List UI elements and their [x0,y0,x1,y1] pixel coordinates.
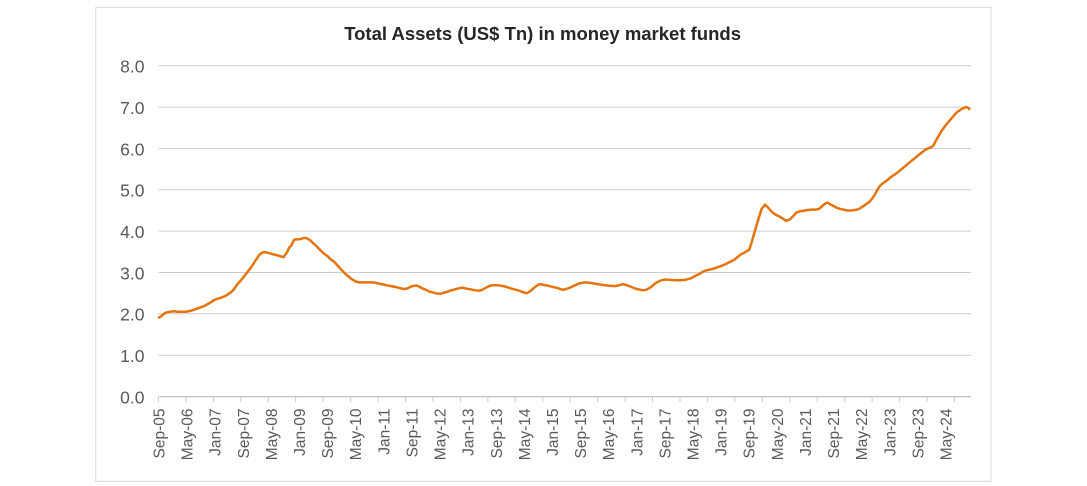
svg-text:May-12: May-12 [433,409,450,461]
svg-text:May-06: May-06 [180,409,197,461]
svg-text:Sep-09: Sep-09 [320,409,337,459]
svg-text:Jan-13: Jan-13 [461,409,478,456]
svg-text:Sep-23: Sep-23 [910,409,927,459]
svg-text:Jan-09: Jan-09 [292,409,309,456]
svg-text:May-24: May-24 [939,408,956,460]
svg-text:Sep-15: Sep-15 [573,409,590,459]
svg-text:May-10: May-10 [348,408,365,460]
svg-text:0.0: 0.0 [120,387,145,407]
svg-text:Sep-11: Sep-11 [405,409,422,458]
svg-text:Jan-11: Jan-11 [376,409,393,455]
svg-text:May-20: May-20 [770,408,787,460]
svg-text:Sep-21: Sep-21 [826,409,843,459]
svg-text:Jan-15: Jan-15 [545,409,562,456]
svg-text:4.0: 4.0 [120,222,145,242]
svg-text:Sep-19: Sep-19 [742,409,759,459]
svg-text:Sep-13: Sep-13 [489,409,506,459]
svg-text:Jan-17: Jan-17 [629,409,646,456]
svg-text:Jan-07: Jan-07 [208,409,225,456]
svg-text:Sep-07: Sep-07 [236,409,253,459]
svg-text:Sep-05: Sep-05 [152,409,169,459]
svg-text:6.0: 6.0 [120,139,145,159]
svg-text:3.0: 3.0 [120,263,145,283]
svg-text:May-08: May-08 [264,409,281,461]
svg-text:2.0: 2.0 [120,305,145,325]
svg-text:5.0: 5.0 [120,181,145,201]
svg-text:Jan-21: Jan-21 [798,409,815,456]
svg-text:May-18: May-18 [686,409,703,461]
svg-text:May-22: May-22 [854,409,871,461]
svg-text:1.0: 1.0 [120,346,145,366]
svg-text:Sep-17: Sep-17 [657,409,674,459]
svg-text:Jan-23: Jan-23 [882,409,899,456]
svg-text:Jan-19: Jan-19 [714,409,731,456]
svg-text:Total Assets (US$ Tn) in money: Total Assets (US$ Tn) in money market fu… [344,23,741,44]
svg-text:May-14: May-14 [517,408,534,460]
svg-text:7.0: 7.0 [120,98,145,118]
svg-text:8.0: 8.0 [120,57,145,77]
svg-text:May-16: May-16 [601,409,618,461]
